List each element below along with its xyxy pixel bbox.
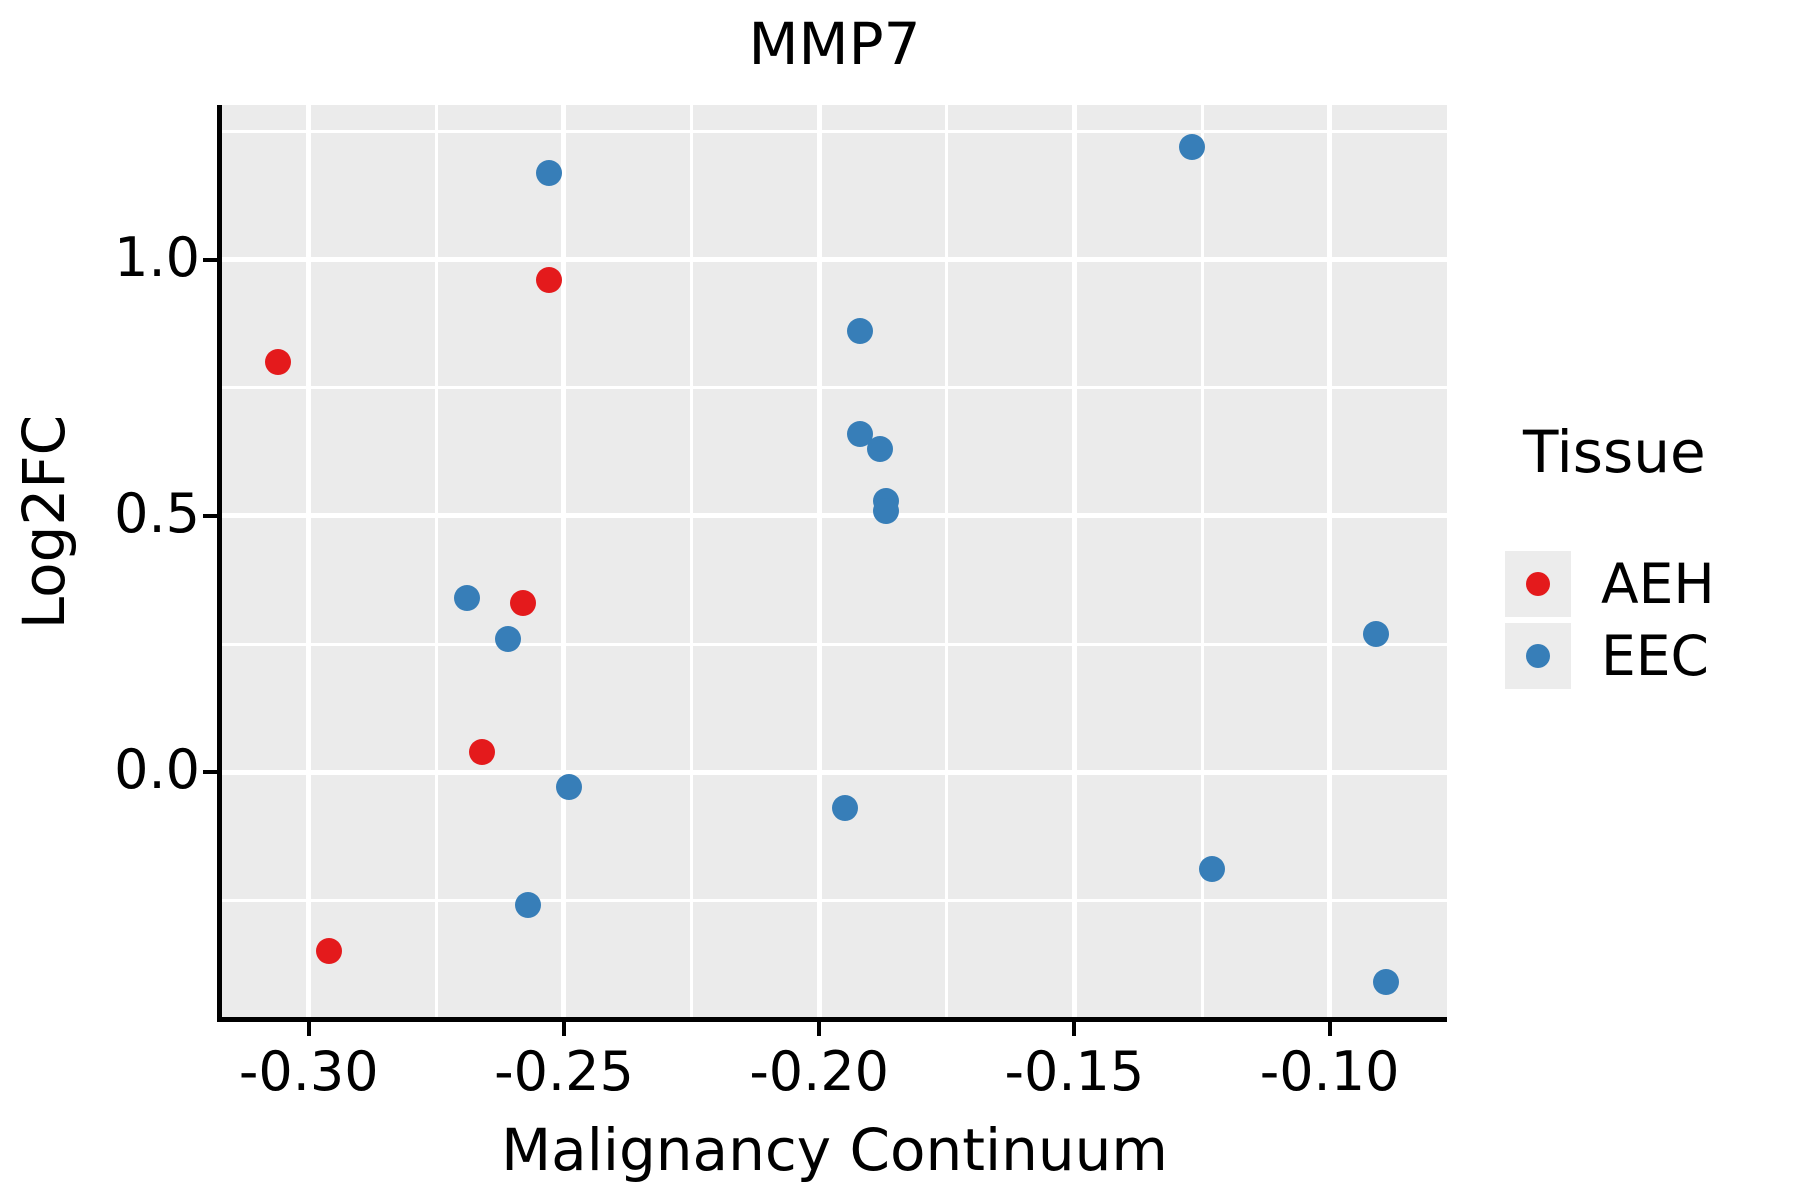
- x-tick-mark: [1072, 1022, 1077, 1036]
- data-point-eec: [872, 497, 899, 524]
- legend-rows: AEH EEC: [1505, 548, 1795, 692]
- x-tick-label: -0.30: [238, 1040, 379, 1103]
- legend-title: Tissue: [1523, 418, 1706, 486]
- legend: Tissue AEH EEC: [1505, 418, 1795, 692]
- data-point-eec: [515, 892, 542, 919]
- data-point-aeh: [535, 267, 562, 294]
- gridline-major-x: [816, 105, 822, 1017]
- legend-key: [1505, 623, 1571, 689]
- data-point-aeh: [265, 349, 292, 376]
- data-point-eec: [1178, 134, 1205, 160]
- y-tick-mark: [203, 257, 217, 262]
- data-point-eec: [831, 794, 858, 821]
- plot-panel: [222, 105, 1447, 1017]
- data-point-eec: [1372, 969, 1399, 996]
- gridline-minor-y: [222, 386, 1447, 390]
- gridline-minor-x: [690, 105, 694, 1017]
- x-tick-mark: [817, 1022, 822, 1036]
- data-point-eec: [1362, 620, 1389, 647]
- gridline-minor-y: [222, 642, 1447, 646]
- data-point-aeh: [510, 590, 537, 616]
- gridline-minor-y: [222, 130, 1447, 134]
- x-tick-label: -0.10: [1259, 1040, 1400, 1103]
- x-tick-mark: [306, 1022, 311, 1036]
- data-point-aeh: [469, 738, 496, 765]
- x-tick-label: -0.20: [749, 1040, 890, 1103]
- gridline-major-y: [222, 513, 1447, 519]
- y-tick-label: 1.0: [114, 225, 200, 289]
- x-axis-title: Malignancy Continuum: [501, 1116, 1168, 1184]
- gridline-minor-x: [1200, 105, 1204, 1017]
- data-point-eec: [556, 774, 583, 801]
- data-point-eec: [494, 625, 521, 652]
- data-point-eec: [1199, 856, 1226, 883]
- data-point-eec: [454, 584, 480, 611]
- legend-label: AEH: [1601, 552, 1715, 616]
- legend-key: [1505, 551, 1571, 617]
- y-tick-label: 0.0: [114, 738, 200, 802]
- legend-dot-eec: [1526, 644, 1550, 668]
- x-tick-mark: [1327, 1022, 1332, 1036]
- gridline-minor-x: [945, 105, 949, 1017]
- gridline-minor-x: [434, 105, 438, 1017]
- legend-row-eec: EEC: [1505, 620, 1795, 692]
- gridline-major-y: [222, 257, 1447, 263]
- data-point-eec: [535, 159, 562, 186]
- x-axis-line: [217, 1017, 1447, 1022]
- y-axis-title: Log2FC: [10, 414, 78, 630]
- y-axis-line: [217, 105, 222, 1022]
- gridline-major-x: [306, 105, 312, 1017]
- data-point-aeh: [316, 938, 343, 965]
- x-tick-mark: [561, 1022, 566, 1036]
- gridline-major-x: [561, 105, 567, 1017]
- y-tick-mark: [203, 513, 217, 518]
- data-point-eec: [867, 436, 894, 463]
- gridline-major-x: [1327, 105, 1333, 1017]
- data-point-eec: [847, 318, 874, 345]
- y-tick-label: 0.5: [114, 481, 200, 545]
- legend-row-aeh: AEH: [1505, 548, 1795, 620]
- y-tick-mark: [203, 770, 217, 775]
- legend-label: EEC: [1601, 624, 1709, 688]
- legend-dot-aeh: [1526, 572, 1550, 596]
- gridline-minor-y: [222, 898, 1447, 902]
- x-tick-label: -0.25: [494, 1040, 634, 1103]
- x-tick-label: -0.15: [1004, 1040, 1145, 1103]
- chart-title: MMP7: [748, 10, 921, 78]
- gridline-major-y: [222, 769, 1447, 775]
- gridline-major-x: [1071, 105, 1077, 1017]
